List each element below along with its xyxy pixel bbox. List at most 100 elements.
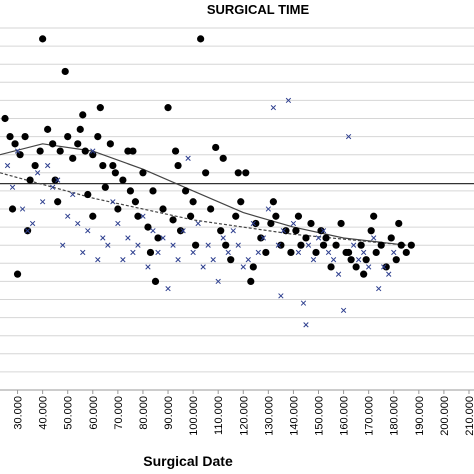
data-point-x: [140, 213, 146, 219]
data-point-x: [350, 242, 357, 248]
data-point-circle: [267, 219, 275, 228]
data-point-circle: [139, 169, 147, 177]
data-point-circle: [1, 114, 9, 123]
data-point-circle: [202, 169, 210, 177]
data-point-circle: [94, 133, 102, 141]
data-point-x: [160, 235, 166, 241]
data-point-circle: [146, 248, 155, 257]
data-point-circle: [171, 147, 180, 155]
data-point-circle: [119, 176, 127, 184]
data-point-circle: [367, 227, 375, 235]
data-point-circle: [6, 133, 14, 141]
data-point-circle: [99, 161, 107, 170]
data-points: [1, 35, 415, 328]
data-point-circle: [151, 277, 160, 285]
data-point-x: [310, 257, 317, 263]
data-point-circle: [360, 270, 368, 278]
data-point-x: [39, 199, 46, 205]
x-axis-ticks: 30.000 40.000 50.000 60.000 70.000 80.000 90.0…: [13, 390, 474, 436]
data-point-x: [381, 264, 387, 270]
data-point-x: [295, 249, 302, 256]
gridlines: [0, 27, 474, 391]
data-point-circle: [222, 241, 230, 249]
data-point-circle: [302, 234, 310, 242]
data-point-circle: [61, 67, 69, 76]
data-point-circle: [149, 187, 157, 195]
data-point-x: [366, 264, 372, 270]
data-point-circle: [352, 263, 360, 271]
data-point-x: [80, 249, 86, 256]
data-point-circle: [382, 263, 390, 271]
data-point-circle: [395, 219, 403, 228]
data-point-x: [50, 184, 56, 190]
data-point-circle: [357, 241, 365, 249]
data-point-circle: [377, 241, 385, 249]
data-point-x: [115, 220, 121, 227]
data-point-x: [315, 235, 322, 241]
x-tick-label: 80.000: [138, 396, 150, 430]
data-point-circle: [212, 143, 220, 152]
data-point-circle: [51, 176, 59, 184]
data-point-circle: [402, 248, 410, 257]
data-point-x: [345, 133, 352, 140]
data-point-circle: [219, 154, 227, 162]
data-point-x: [75, 220, 81, 227]
data-point-x: [278, 293, 284, 299]
data-point-circle: [76, 125, 84, 133]
data-point-circle: [187, 212, 195, 220]
data-point-circle: [192, 241, 200, 249]
data-point-circle: [345, 248, 353, 257]
data-point-circle: [269, 198, 277, 206]
data-point-circle: [407, 241, 415, 249]
data-point-circle: [21, 133, 29, 141]
data-point-circle: [174, 161, 182, 170]
x-tick-label: 90.000: [163, 396, 175, 430]
data-point-circle: [397, 241, 405, 249]
data-point-x: [120, 257, 126, 263]
data-point-x: [135, 242, 141, 248]
data-point-x: [355, 257, 362, 263]
data-point-x: [205, 242, 211, 248]
data-point-circle: [64, 133, 72, 141]
data-point-circle: [294, 212, 303, 220]
data-point-circle: [56, 147, 64, 155]
data-point-circle: [89, 151, 97, 159]
data-point-circle: [249, 263, 257, 271]
data-point-circle: [124, 147, 132, 155]
x-tick-label: 190.000: [414, 396, 426, 436]
data-point-circle: [13, 270, 22, 278]
data-point-x: [285, 97, 292, 104]
data-point-circle: [387, 234, 395, 242]
data-point-x: [29, 220, 36, 227]
data-point-x: [290, 220, 297, 227]
data-point-circle: [81, 147, 89, 155]
data-point-circle: [319, 241, 328, 249]
data-point-circle: [26, 176, 34, 184]
data-point-x: [200, 264, 206, 270]
trend-line-dashed: [0, 172, 407, 246]
data-point-circle: [277, 241, 285, 249]
data-point-x: [9, 184, 16, 190]
data-point-x: [220, 235, 226, 241]
data-point-x: [170, 242, 176, 248]
data-point-circle: [370, 212, 378, 220]
data-point-circle: [197, 35, 205, 43]
x-tick-label: 100.000: [188, 396, 200, 436]
data-point-x: [325, 249, 332, 256]
data-point-circle: [101, 183, 109, 191]
data-point-circle: [232, 212, 240, 220]
x-tick-label: 200.000: [439, 396, 451, 436]
data-point-x: [303, 322, 309, 328]
x-tick-label: 40.000: [38, 396, 50, 430]
data-point-x: [24, 228, 31, 234]
data-point-x: [255, 249, 261, 256]
data-point-x: [330, 257, 337, 263]
data-point-circle: [337, 219, 345, 228]
data-point-circle: [109, 161, 117, 170]
data-point-circle: [207, 205, 215, 213]
data-point-x: [4, 162, 11, 169]
data-point-circle: [134, 212, 142, 220]
data-point-circle: [242, 169, 250, 177]
data-point-circle: [332, 241, 340, 249]
